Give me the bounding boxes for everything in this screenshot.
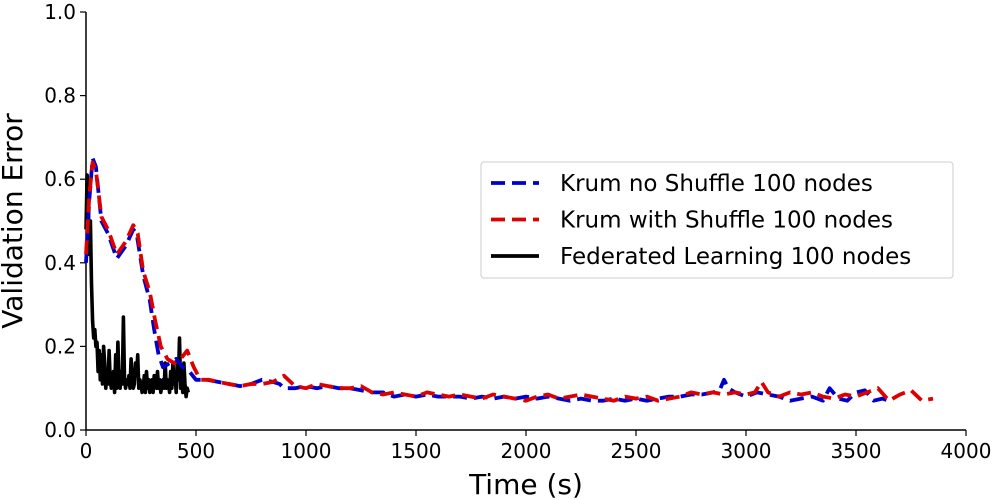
series-lines [84, 156, 934, 403]
x-tick-label: 1000 [281, 439, 332, 463]
x-tick-label: 4000 [941, 439, 992, 463]
series-line-2 [84, 160, 934, 403]
y-tick-label: 1.0 [44, 0, 76, 24]
y-tick-label: 0.8 [44, 84, 76, 108]
x-ticks: 0 500 1000 1500 2000 2500 3000 3500 4000 [80, 430, 992, 463]
x-tick-label: 2000 [501, 439, 552, 463]
y-axis-label: Validation Error [0, 113, 29, 329]
legend-box [480, 161, 954, 279]
y-tick-label: 0.2 [44, 334, 76, 358]
legend-label-1: Krum no Shuffle 100 nodes [560, 171, 873, 197]
x-tick-label: 3000 [721, 439, 772, 463]
x-tick-label: 0 [80, 439, 93, 463]
y-ticks: 0.0 0.2 0.4 0.6 0.8 1.0 [44, 0, 86, 442]
x-tick-label: 500 [177, 439, 215, 463]
x-axis-label: Time (s) [468, 468, 583, 500]
x-tick-label: 1500 [391, 439, 442, 463]
legend-label-2: Krum with Shuffle 100 nodes [560, 208, 893, 234]
x-tick-label: 3500 [831, 439, 882, 463]
y-tick-label: 0.0 [44, 418, 76, 442]
series-line-3 [84, 173, 191, 399]
y-tick-label: 0.4 [44, 251, 76, 275]
x-tick-label: 2500 [611, 439, 662, 463]
y-tick-label: 0.6 [44, 167, 76, 191]
legend: Krum no Shuffle 100 nodes Krum with Shuff… [480, 161, 954, 279]
legend-label-3: Federated Learning 100 nodes [560, 244, 911, 270]
